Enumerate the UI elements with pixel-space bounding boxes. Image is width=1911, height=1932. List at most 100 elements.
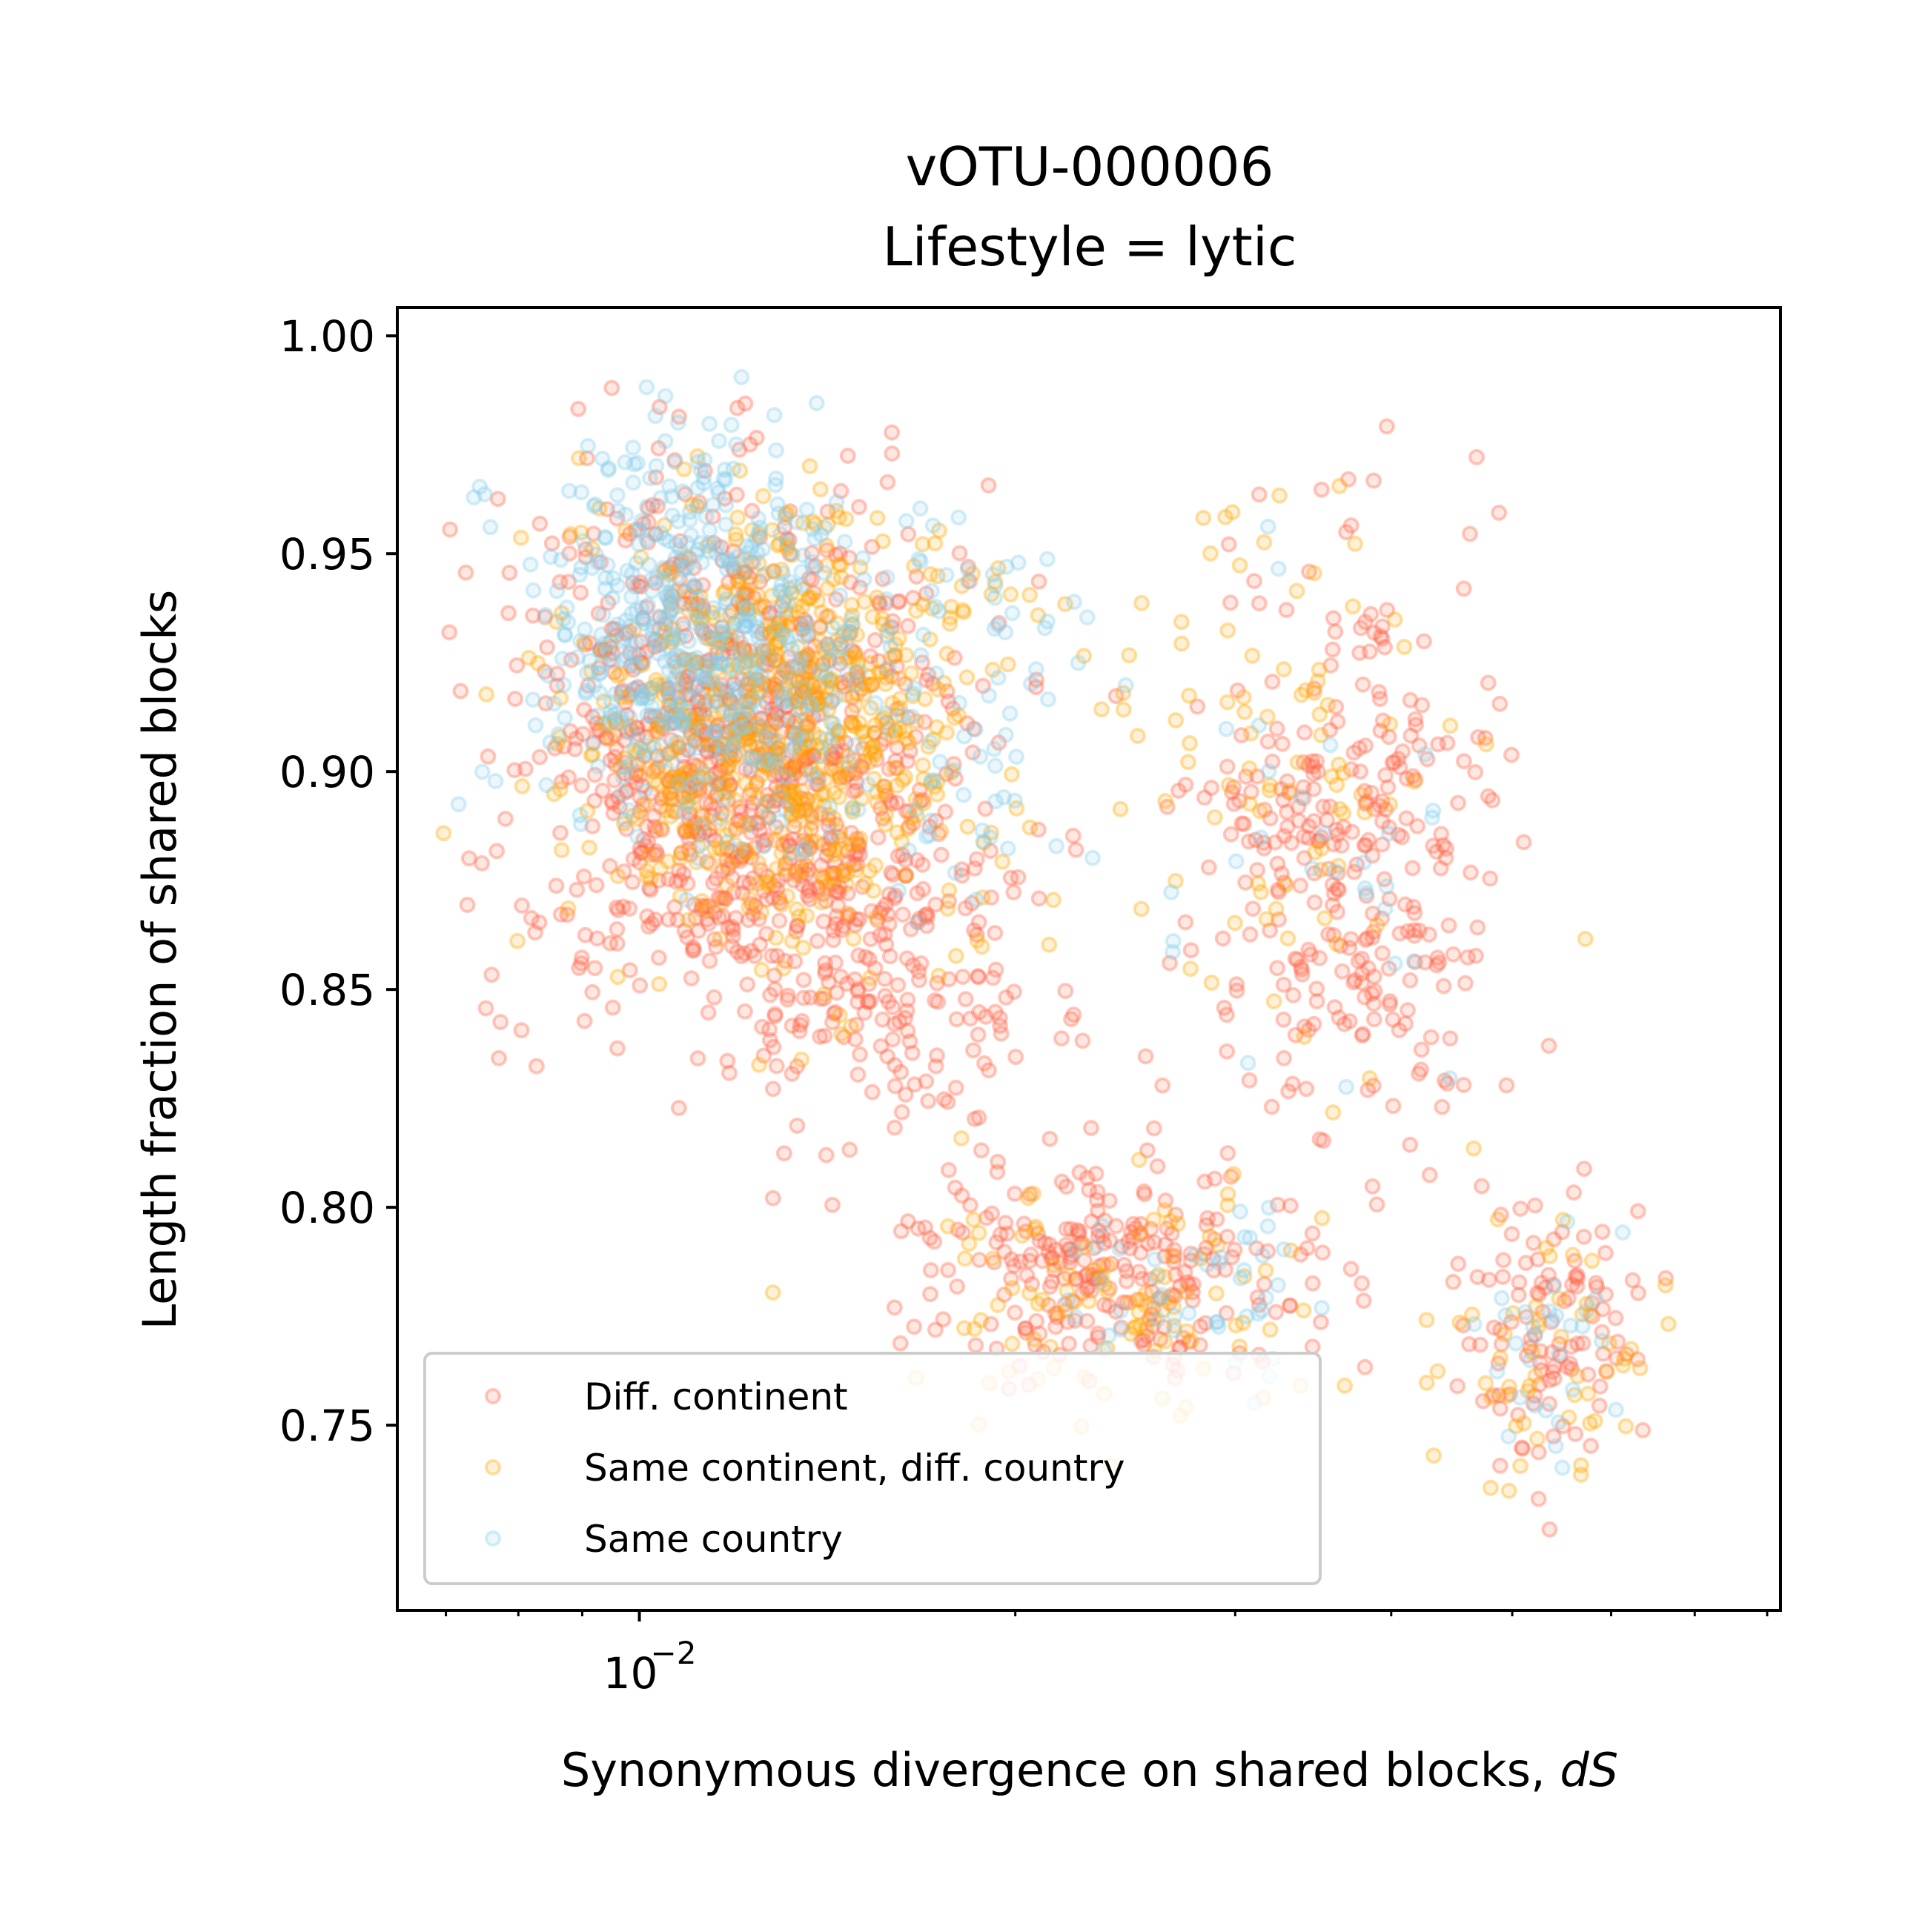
data-point	[694, 737, 711, 753]
data-point	[646, 638, 663, 655]
data-point	[972, 748, 989, 765]
data-point	[1380, 826, 1397, 842]
data-point	[709, 716, 726, 733]
data-point	[970, 914, 987, 931]
data-point	[613, 684, 630, 701]
data-point	[576, 621, 593, 638]
data-point	[890, 882, 907, 899]
data-point	[649, 637, 666, 654]
legend: Diff. continent Same continent, diff. co…	[423, 1352, 1322, 1585]
data-point	[1057, 983, 1074, 1000]
data-point	[961, 1197, 978, 1214]
data-point	[679, 875, 696, 892]
data-point	[808, 771, 825, 789]
data-point	[1563, 1317, 1579, 1334]
data-point	[748, 814, 765, 831]
data-point	[631, 646, 648, 663]
data-point	[798, 791, 815, 808]
data-point	[832, 655, 848, 672]
data-point	[987, 577, 1004, 594]
data-point	[666, 454, 683, 471]
data-point	[1241, 760, 1258, 777]
data-point	[649, 498, 666, 514]
data-point	[675, 616, 692, 633]
data-point	[1027, 1218, 1044, 1235]
y-tick-label: 0.95	[279, 529, 375, 580]
data-point	[1510, 1287, 1527, 1304]
data-point	[937, 803, 954, 820]
data-point	[1405, 953, 1423, 969]
data-point	[1492, 1350, 1508, 1367]
data-point	[760, 877, 777, 894]
data-point	[632, 844, 649, 861]
data-point	[740, 912, 757, 929]
data-point	[1133, 594, 1150, 611]
data-point	[784, 831, 801, 848]
data-point	[604, 645, 621, 662]
data-point	[1084, 849, 1101, 866]
data-point	[719, 1052, 736, 1069]
data-point	[491, 1049, 507, 1066]
data-point	[566, 740, 583, 757]
data-point	[746, 840, 764, 857]
data-point	[712, 810, 729, 827]
data-point	[1293, 789, 1310, 806]
data-point	[816, 1027, 833, 1044]
data-point	[876, 778, 893, 795]
data-point	[888, 658, 905, 675]
data-point	[1572, 1457, 1589, 1474]
data-point	[588, 546, 605, 563]
data-point	[520, 649, 537, 666]
data-point	[1607, 1401, 1624, 1418]
data-point	[663, 731, 680, 748]
data-point	[1450, 1255, 1467, 1272]
data-point	[854, 759, 870, 776]
data-point	[678, 628, 695, 645]
data-point	[793, 679, 810, 696]
data-point	[706, 831, 723, 849]
data-point	[715, 908, 732, 925]
data-point	[1377, 900, 1394, 917]
data-point	[786, 740, 802, 757]
data-point	[1493, 1289, 1510, 1307]
data-point	[1614, 1224, 1631, 1241]
data-point	[586, 766, 603, 783]
data-point	[686, 896, 703, 913]
data-point	[778, 662, 795, 678]
data-point	[716, 890, 732, 906]
data-point	[537, 606, 554, 623]
data-point	[914, 654, 931, 671]
data-point	[1546, 1370, 1563, 1387]
data-point	[1530, 1444, 1547, 1461]
data-point	[766, 792, 784, 809]
data-point	[671, 695, 688, 712]
data-point	[747, 897, 764, 914]
data-point	[802, 659, 819, 676]
data-point	[608, 899, 625, 916]
data-point	[1274, 735, 1291, 752]
data-point	[771, 711, 787, 728]
data-point	[1660, 1315, 1677, 1332]
data-point	[696, 625, 713, 642]
data-point	[690, 923, 707, 939]
data-point	[752, 710, 769, 727]
data-point	[797, 650, 814, 667]
data-point	[1355, 854, 1372, 871]
data-point	[742, 643, 758, 660]
data-point	[930, 993, 947, 1010]
data-point	[1170, 1215, 1187, 1232]
data-point	[1268, 900, 1285, 917]
data-point	[741, 890, 758, 907]
data-point	[670, 1100, 687, 1117]
data-point	[801, 748, 818, 766]
data-point	[841, 754, 858, 771]
data-point	[584, 983, 601, 1000]
data-point	[601, 857, 618, 874]
data-point	[1279, 930, 1296, 947]
data-point	[958, 669, 976, 686]
data-point	[733, 849, 749, 866]
data-point	[884, 866, 901, 883]
data-point	[1360, 831, 1377, 849]
data-point	[1295, 828, 1312, 845]
data-point	[643, 708, 660, 725]
